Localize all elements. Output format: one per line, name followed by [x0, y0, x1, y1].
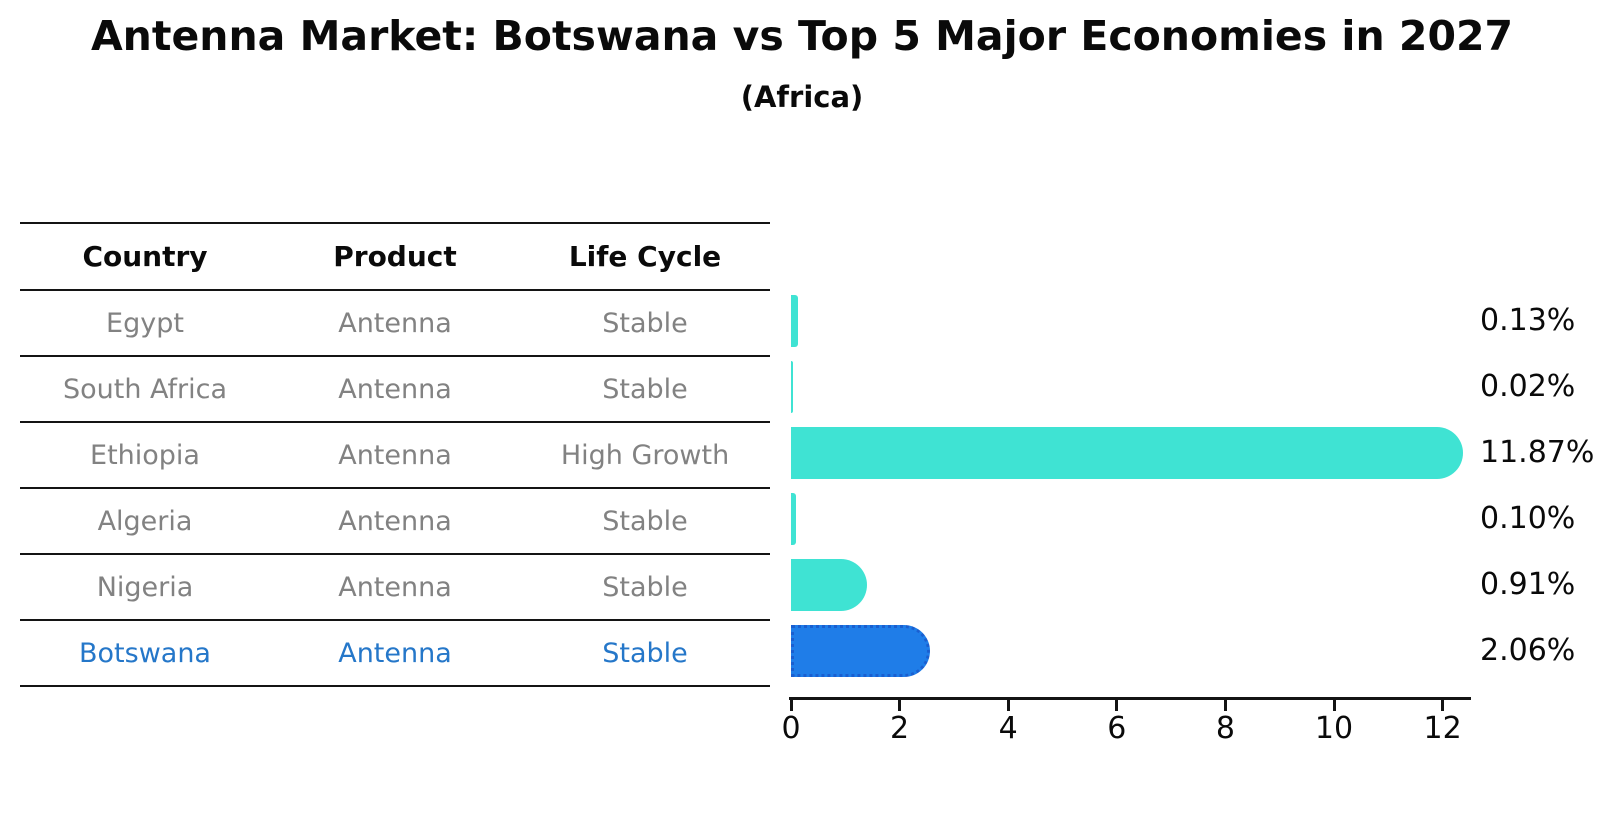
- value-label: 2.06%: [1480, 633, 1576, 668]
- x-tick-label: 4: [998, 711, 1018, 746]
- x-tick: [898, 700, 902, 711]
- table-row: Algeria Antenna Stable: [20, 489, 770, 555]
- column-header-product: Product: [333, 240, 457, 273]
- x-tick: [1332, 700, 1336, 711]
- cell-country: Nigeria: [96, 571, 194, 603]
- bar: [791, 493, 797, 545]
- table-row: Egypt Antenna Stable: [20, 291, 770, 357]
- column-header-life-cycle: Life Cycle: [568, 240, 722, 273]
- cell-product: Antenna: [338, 373, 452, 405]
- value-label: 0.10%: [1480, 501, 1576, 536]
- cell-life-cycle: Stable: [602, 373, 688, 405]
- cell-country: Egypt: [106, 307, 184, 339]
- cell-product: Antenna: [338, 439, 452, 471]
- table-row-highlighted-botswana: Botswana Antenna Stable: [20, 621, 770, 687]
- cell-product: Antenna: [338, 505, 452, 537]
- x-tick-label: 2: [890, 711, 910, 746]
- cell-life-cycle: Stable: [602, 571, 688, 603]
- table-row: Nigeria Antenna Stable: [20, 555, 770, 621]
- x-tick: [1223, 700, 1227, 711]
- value-label: 0.13%: [1480, 303, 1576, 338]
- value-label: 0.91%: [1480, 567, 1576, 602]
- cell-product: Antenna: [338, 307, 452, 339]
- x-tick-label: 0: [781, 711, 801, 746]
- x-tick: [789, 700, 793, 711]
- bar: [791, 361, 793, 413]
- cell-life-cycle: Stable: [602, 637, 688, 669]
- x-tick-label: 6: [1107, 711, 1127, 746]
- table-header-row: Country Product Life Cycle: [20, 224, 770, 291]
- chart-subtitle: (Africa): [740, 80, 864, 114]
- x-tick: [1441, 700, 1445, 711]
- cell-country: Ethiopia: [90, 439, 200, 471]
- x-tick: [1115, 700, 1119, 711]
- column-header-country: Country: [82, 240, 208, 273]
- value-label: 0.02%: [1480, 369, 1576, 404]
- x-tick-label: 10: [1314, 711, 1354, 746]
- bar-highlighted-botswana: [791, 625, 930, 677]
- value-label: 11.87%: [1480, 435, 1595, 470]
- cell-country: Algeria: [97, 505, 193, 537]
- x-tick-label: 12: [1423, 711, 1462, 746]
- bar: [791, 559, 868, 611]
- cell-life-cycle: Stable: [602, 505, 688, 537]
- cell-product: Antenna: [338, 571, 452, 603]
- cell-life-cycle: High Growth: [560, 439, 730, 471]
- country-table: Country Product Life Cycle Egypt Antenna…: [20, 222, 770, 687]
- cell-product: Antenna: [338, 637, 452, 669]
- cell-life-cycle: Stable: [602, 307, 688, 339]
- cell-country: Botswana: [79, 637, 211, 669]
- x-axis-line: [789, 697, 1471, 700]
- bar: [791, 427, 1463, 479]
- bar: [791, 295, 799, 347]
- cell-country: South Africa: [62, 373, 228, 405]
- table-row: South Africa Antenna Stable: [20, 357, 770, 423]
- chart-title: Antenna Market: Botswana vs Top 5 Major …: [90, 12, 1514, 60]
- x-tick: [1006, 700, 1010, 711]
- x-tick-label: 8: [1215, 711, 1235, 746]
- table-row: Ethiopia Antenna High Growth: [20, 423, 770, 489]
